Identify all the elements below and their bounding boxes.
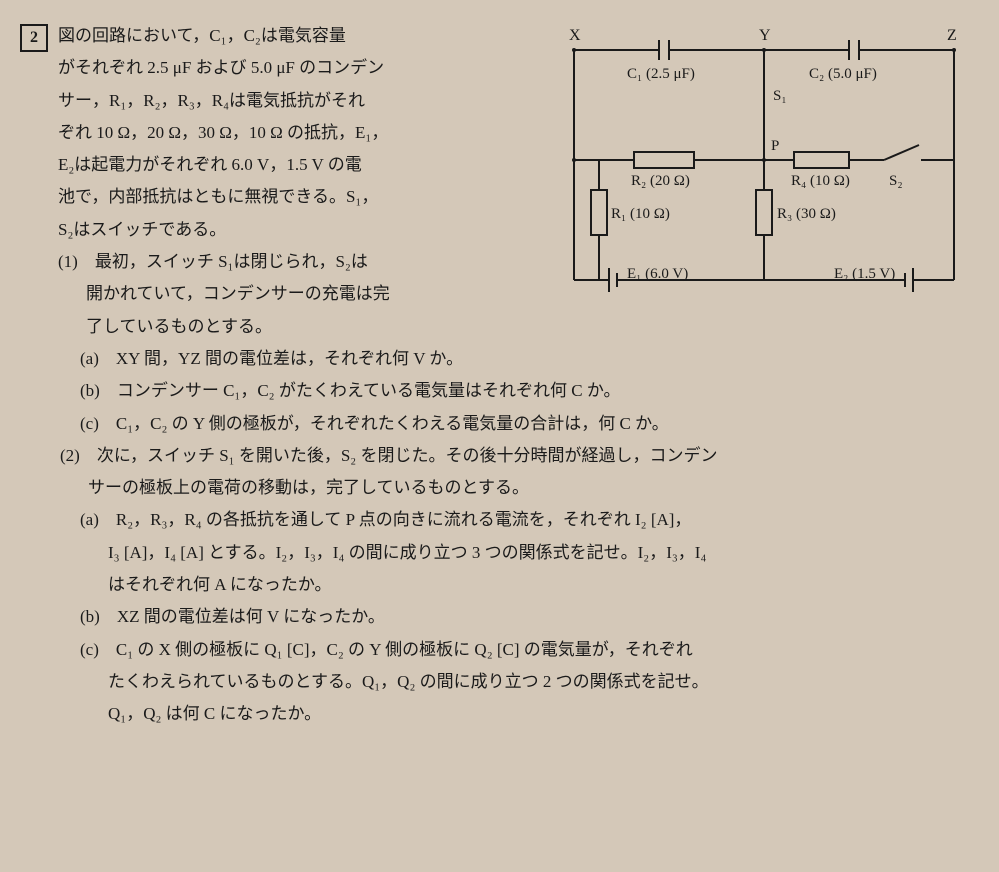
q2c-l1: (c) C₁ の X 側の極板に Q₁ [C]，C₂ の Y 側の極板に Q₂ … bbox=[80, 634, 979, 666]
q1-stem-l2: 開かれていて，コンデンサーの充電は完 bbox=[86, 278, 537, 310]
label-R4: R₄ (10 Ω) bbox=[791, 173, 850, 189]
node-Y: Y bbox=[759, 27, 771, 44]
problem-page: 2 図の回路において，C₁，C₂は電気容量 がそれぞれ 2.5 μF および 5… bbox=[20, 20, 979, 731]
intro-l2: がそれぞれ 2.5 μF および 5.0 μF のコンデン bbox=[58, 52, 537, 84]
q2b: (b) XZ 間の電位差は何 V になったか。 bbox=[80, 601, 979, 633]
label-C2: C₂ (5.0 μF) bbox=[809, 66, 877, 82]
label-P: P bbox=[771, 138, 779, 154]
intro-text: 図の回路において，C₁，C₂は電気容量 がそれぞれ 2.5 μF および 5.0… bbox=[58, 20, 549, 343]
intro-l5: E₂は起電力がそれぞれ 6.0 V，1.5 V の電 bbox=[58, 149, 537, 181]
label-E2: E₂ (1.5 V) bbox=[834, 266, 895, 282]
problem-number-box: 2 bbox=[20, 24, 48, 52]
q1-stem-l1: (1) 最初，スイッチ S₁は閉じられ，S₂は bbox=[58, 246, 537, 278]
intro-l1: 図の回路において，C₁，C₂は電気容量 bbox=[58, 20, 537, 52]
label-R2: R₂ (20 Ω) bbox=[631, 173, 690, 189]
label-S2: S₂ bbox=[889, 173, 903, 189]
intro-l6: 池で，内部抵抗はともに無視できる。S₁， bbox=[58, 181, 537, 213]
q2c-l3: Q₁，Q₂ は何 C になったか。 bbox=[108, 698, 979, 730]
intro-l4: ぞれ 10 Ω，20 Ω，30 Ω，10 Ω の抵抗，E₁， bbox=[58, 117, 537, 149]
q2-stem-l1: (2) 次に，スイッチ S₁ を開いた後，S₂ を閉じた。その後十分時間が経過し… bbox=[60, 440, 979, 472]
node-Z: Z bbox=[947, 27, 957, 44]
q1b: (b) コンデンサー C₁，C₂ がたくわえている電気量はそれぞれ何 C か。 bbox=[80, 375, 979, 407]
q2a-l1: (a) R₂，R₃，R₄ の各抵抗を通して P 点の向きに流れる電流を，それぞれ… bbox=[80, 504, 979, 536]
q2c-l2: たくわえられているものとする。Q₁，Q₂ の間に成り立つ 2 つの関係式を記せ。 bbox=[108, 666, 979, 698]
intro-l3: サー，R₁，R₂，R₃，R₄は電気抵抗がそれ bbox=[58, 85, 537, 117]
circuit-diagram: X Y Z C₁ (2.5 μF) C₂ (5.0 μF) S₁ P R₂ (2… bbox=[549, 20, 979, 300]
label-S1: S₁ bbox=[773, 88, 787, 104]
q1a: (a) XY 間，YZ 間の電位差は，それぞれ何 V か。 bbox=[80, 343, 979, 375]
label-C1: C₁ (2.5 μF) bbox=[627, 66, 695, 82]
q2-stem-l2: サーの極板上の電荷の移動は，完了しているものとする。 bbox=[88, 472, 979, 504]
q2a-l2: I₃ [A]，I₄ [A] とする。I₂，I₃，I₄ の間に成り立つ 3 つの関… bbox=[108, 537, 979, 569]
label-R1: R₁ (10 Ω) bbox=[611, 206, 670, 222]
label-E1: E₁ (6.0 V) bbox=[627, 266, 688, 282]
q1-stem-l3: 了しているものとする。 bbox=[86, 311, 537, 343]
intro-l7: S₂はスイッチである。 bbox=[58, 214, 537, 246]
top-row: 2 図の回路において，C₁，C₂は電気容量 がそれぞれ 2.5 μF および 5… bbox=[20, 20, 979, 343]
q1c: (c) C₁，C₂ の Y 側の極板が，それぞれたくわえる電気量の合計は，何 C… bbox=[80, 408, 979, 440]
node-X: X bbox=[569, 27, 581, 44]
q2a-l3: はそれぞれ何 A になったか。 bbox=[108, 569, 979, 601]
label-R3: R₃ (30 Ω) bbox=[777, 206, 836, 222]
